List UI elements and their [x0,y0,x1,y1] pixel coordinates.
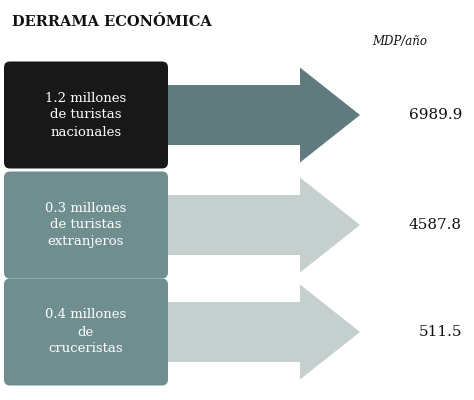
Text: 511.5: 511.5 [419,325,462,339]
FancyBboxPatch shape [4,278,168,386]
Text: 6989.9: 6989.9 [409,108,462,122]
Text: 4587.8: 4587.8 [409,218,462,232]
Polygon shape [10,68,360,162]
Polygon shape [10,284,360,380]
Text: 0.4 millones
de
cruceristas: 0.4 millones de cruceristas [46,308,127,356]
Polygon shape [10,178,360,272]
FancyBboxPatch shape [4,62,168,168]
Text: 0.3 millones
de turistas
extranjeros: 0.3 millones de turistas extranjeros [46,202,127,248]
Text: DERRAMA ECONÓMICA: DERRAMA ECONÓMICA [12,15,212,29]
FancyBboxPatch shape [4,172,168,278]
Text: MDP/año: MDP/año [373,35,428,48]
Text: 1.2 millones
de turistas
nacionales: 1.2 millones de turistas nacionales [46,92,127,138]
